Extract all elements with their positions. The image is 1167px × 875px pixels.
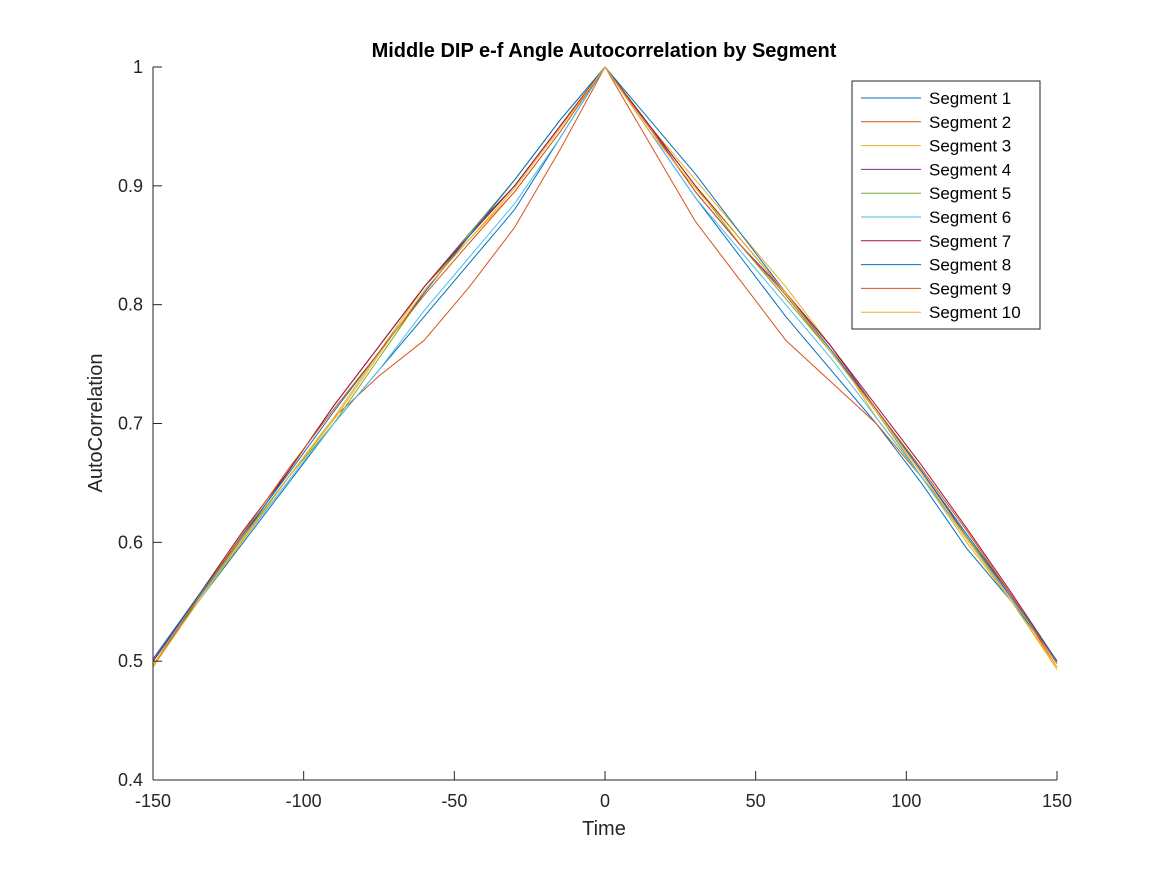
x-tick-label: 100 — [891, 791, 921, 811]
y-tick-label: 1 — [133, 57, 143, 77]
legend-label-2: Segment 2 — [929, 113, 1011, 132]
plot-lines — [152, 66, 1058, 670]
y-tick-label: 0.4 — [118, 770, 143, 790]
y-tick-label: 0.6 — [118, 532, 143, 552]
y-axis-label: AutoCorrelation — [85, 354, 107, 493]
legend-label-1: Segment 1 — [929, 89, 1011, 108]
x-axis-label: Time — [582, 818, 626, 840]
legend-label-9: Segment 9 — [929, 279, 1011, 298]
x-tick-label: -50 — [441, 791, 467, 811]
y-tick-label: 0.5 — [118, 651, 143, 671]
x-tick-label: -150 — [135, 791, 171, 811]
legend-label-7: Segment 7 — [929, 232, 1011, 251]
legend-label-5: Segment 5 — [929, 184, 1011, 203]
y-tick-label: 0.8 — [118, 295, 143, 315]
legend-label-4: Segment 4 — [929, 160, 1011, 179]
legend: Segment 1 Segment 2 Segment 3 Segment 4 Segm… — [851, 80, 1041, 330]
x-tick-label: 0 — [600, 791, 610, 811]
x-tick-label: 150 — [1042, 791, 1072, 811]
chart-title: Middle DIP e-f Angle Autocorrelation by … — [372, 40, 837, 62]
legend-label-3: Segment 3 — [929, 137, 1011, 156]
legend-label-8: Segment 8 — [929, 256, 1011, 275]
y-tick-label: 0.7 — [118, 414, 143, 434]
x-tick-label: 50 — [746, 791, 766, 811]
legend-label-10: Segment 10 — [929, 303, 1021, 322]
x-tick-label: -100 — [286, 791, 322, 811]
legend-label-6: Segment 6 — [929, 208, 1011, 227]
y-ticks: 0.4 0.5 0.6 0.7 0.8 0.9 1 — [118, 57, 162, 790]
x-ticks: -150 -100 -50 0 50 100 150 — [135, 771, 1072, 811]
series-line-10 — [152, 66, 1058, 670]
y-tick-label: 0.9 — [118, 176, 143, 196]
legend-box — [851, 80, 1041, 330]
